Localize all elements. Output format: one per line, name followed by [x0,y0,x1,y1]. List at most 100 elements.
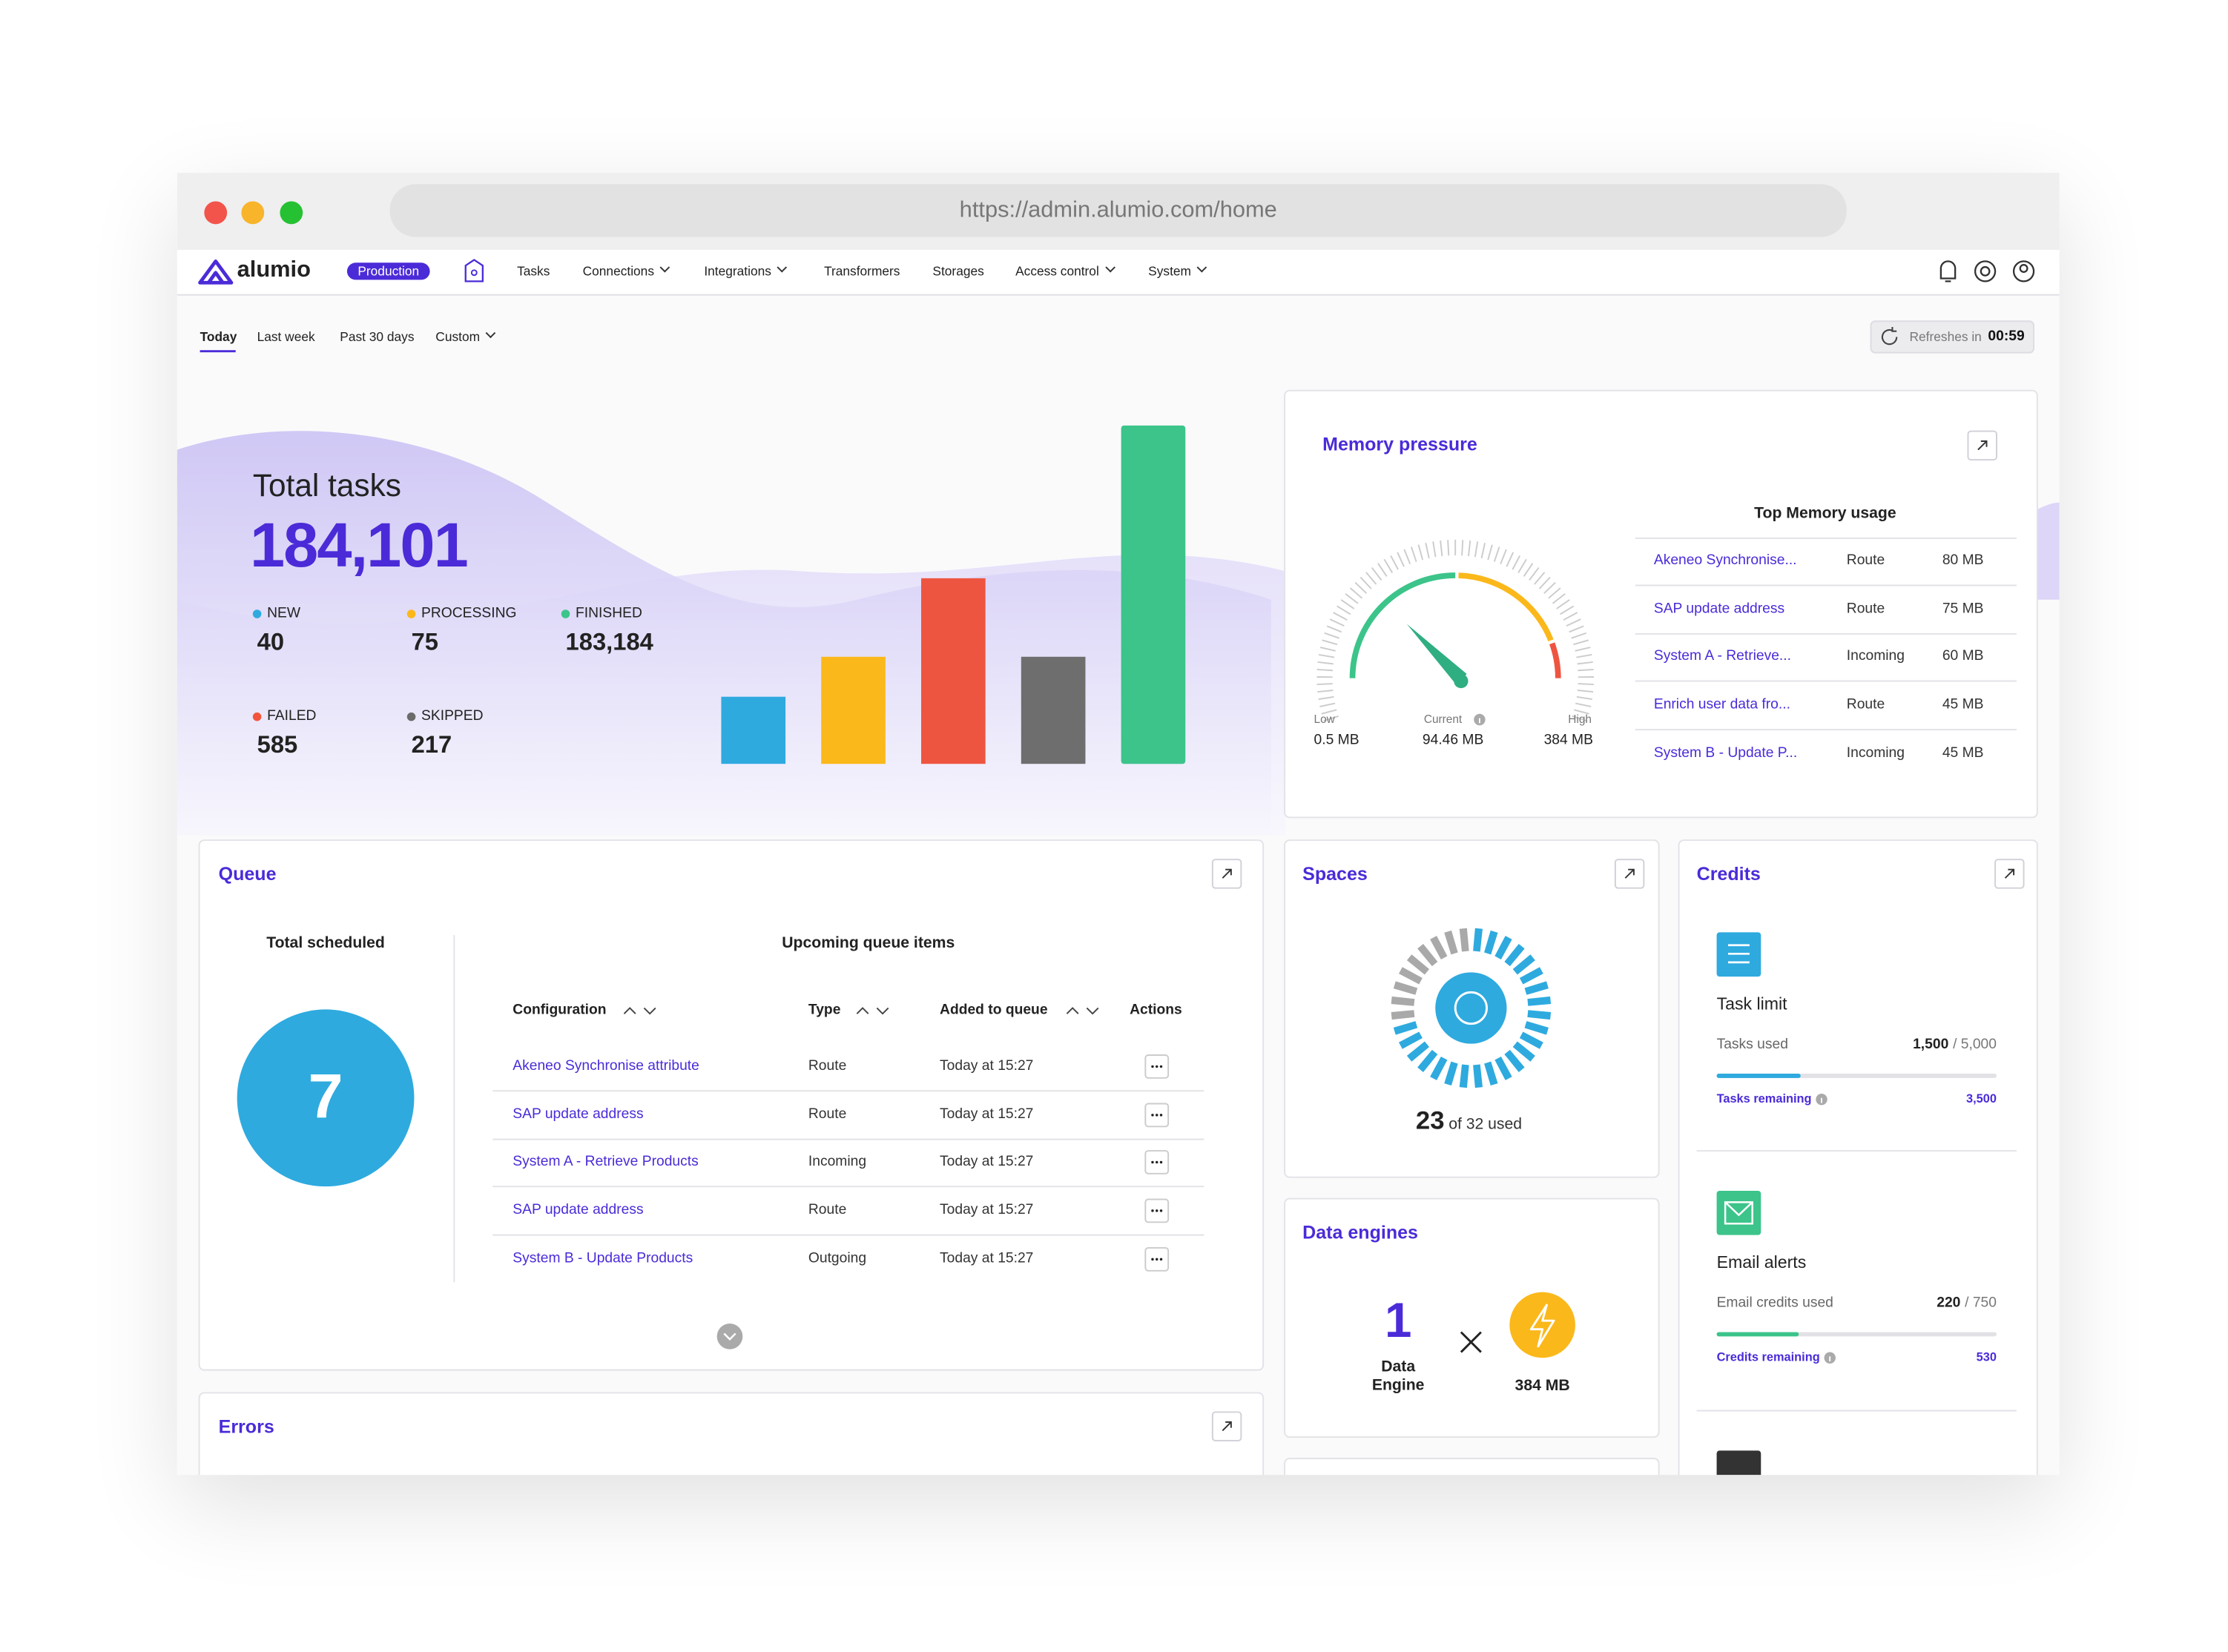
action-dot [1159,1209,1163,1212]
nav-item[interactable]: Tasks [517,263,550,279]
expand-arrow [1977,440,1988,451]
column-header: Added to queue [940,1002,1048,1019]
close-dot[interactable] [204,201,228,225]
gauge-tick [1577,661,1593,665]
sort-up[interactable] [623,1007,636,1014]
credit-limit: / 750 [1965,1295,1997,1312]
bell-icon[interactable] [1939,260,1957,283]
expand-arrow [1222,868,1232,879]
sort-down[interactable] [643,1007,656,1015]
gauge-tick [1573,709,1589,715]
gauge-tick [1571,632,1587,639]
status-value: 585 [257,731,298,759]
queue-config[interactable]: System A - Retrieve Products [512,1154,699,1170]
multiply-b [1460,1331,1482,1353]
queue-added: Today at 15:27 [940,1202,1034,1219]
gauge-tick [1317,661,1334,665]
expand-arrow [2004,868,2015,879]
queue-type: Incoming [808,1154,867,1170]
space-segment [1444,930,1458,955]
memory-card [1284,389,2038,819]
action-dot [1159,1065,1163,1068]
period-tab[interactable]: Today [200,329,237,344]
credit-used: 1,500 [1913,1037,1949,1053]
space-segment [1504,1049,1525,1072]
nav-bar [177,249,2060,296]
sort-down[interactable] [876,1007,889,1015]
nav-item[interactable]: Transformers [824,263,900,279]
memory-config[interactable]: Akeneo Synchronise... [1653,552,1797,569]
nav-item[interactable]: Connections [583,264,669,279]
space-segment [1473,1064,1483,1088]
space-segment [1484,1061,1498,1086]
period-tab[interactable]: Last week [257,329,315,344]
minimize-dot[interactable] [241,201,265,225]
nav-item[interactable]: Access control [1015,264,1113,279]
period-tab[interactable]: Custom [435,329,494,344]
gauge-tick [1317,690,1334,693]
space-segment [1391,1010,1415,1020]
total-tasks-value: 184,101 [249,510,469,581]
memory-usage: 45 MB [1942,697,1984,713]
queue-type: Outgoing [808,1251,867,1267]
extra-card [1284,1458,1660,1476]
status-label: NEW [267,605,301,622]
card-title: Memory pressure [1322,433,1477,455]
bar-gray [1021,656,1086,764]
environment-pill[interactable] [346,262,430,280]
gauge-tick [1410,546,1417,562]
memory-config[interactable]: SAP update address [1653,601,1785,618]
gauge-current: 94.46 MB [1422,733,1484,749]
gauge-arc [1458,572,1554,642]
space-segment [1527,1010,1552,1020]
refresh-icon [1881,326,1898,346]
home-icon[interactable] [464,259,484,283]
queue-expand[interactable] [716,1324,743,1349]
gauge-high: 384 MB [1543,733,1593,749]
nav-item[interactable]: Storages [932,263,984,279]
gauge-tick [1493,546,1500,562]
gauge-arc [1349,572,1456,678]
space-segment [1398,1031,1423,1049]
maximize-dot[interactable] [280,201,303,225]
queue-type: Route [808,1058,847,1074]
gauge-tick [1345,593,1359,604]
credit-used-label: Tasks used [1716,1037,1788,1053]
action-dot [1151,1160,1154,1164]
sort-up[interactable] [856,1007,869,1014]
queue-config[interactable]: SAP update address [512,1106,644,1123]
memory-config[interactable]: System A - Retrieve... [1653,648,1792,664]
sort-up[interactable] [1066,1007,1079,1014]
period-tab[interactable]: Past 30 days [340,329,415,344]
memory-config[interactable]: Enrich user data fro... [1653,697,1790,713]
refresh-box[interactable] [1870,320,2035,354]
queue-config[interactable]: System B - Update Products [512,1251,693,1267]
gauge-tick [1576,696,1592,701]
gauge-tick [1324,632,1339,639]
user-icon-head [2019,264,2028,273]
url-bar[interactable] [389,184,1847,237]
support-icon[interactable] [1974,260,1997,283]
credit-remaining-label[interactable]: Tasks remaining [1716,1091,1812,1106]
gauge-tick [1390,555,1399,570]
url[interactable]: https://admin.alumio.com/home [959,198,1277,223]
space-segment [1459,1064,1469,1088]
browser-window: https://admin.alumio.com/home alumio Produ… [177,172,2060,1476]
gauge-needle [1406,624,1467,686]
space-segment [1484,930,1498,955]
nav-item[interactable]: System [1148,264,1205,279]
gauge-tick [1563,612,1578,621]
logo-icon [198,259,234,285]
nav-item[interactable]: Integrations [704,264,785,279]
sort-down[interactable] [1086,1007,1099,1015]
credit-title: Email alerts [1716,1252,1807,1272]
queue-config[interactable]: SAP update address [512,1202,644,1219]
credit-remaining-label[interactable]: Credits remaining [1716,1349,1820,1364]
user-icon[interactable] [2012,260,2035,283]
queue-config[interactable]: Akeneo Synchronise attribute [512,1058,699,1074]
queue-expand-chevron [723,1332,736,1341]
status-value: 40 [257,628,285,656]
gauge-tick [1517,558,1527,573]
memory-config[interactable]: System B - Update P... [1653,745,1798,761]
gauge-tick [1529,566,1540,581]
